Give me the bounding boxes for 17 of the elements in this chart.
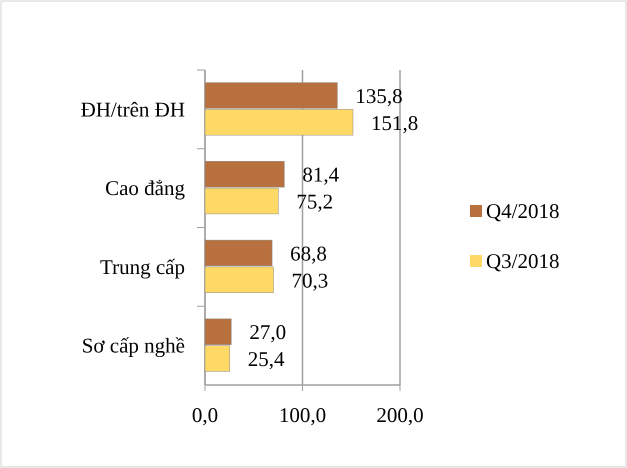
y-tick-label: Trung cấp <box>100 254 185 279</box>
data-label: 25,4 <box>248 347 286 372</box>
data-label: 68,8 <box>290 241 327 266</box>
data-label: 151,8 <box>371 110 418 135</box>
x-tick-label: 0,0 <box>192 403 218 427</box>
data-label: 81,4 <box>302 162 340 187</box>
data-label: 70,3 <box>292 268 328 292</box>
data-label: 135,8 <box>355 84 403 108</box>
x-tick-label: 200,0 <box>376 403 424 427</box>
y-tick-label: Cao đẳng <box>105 176 186 200</box>
y-tick-label: ĐH/trên ĐH <box>80 97 185 122</box>
y-tick-label: Sơ cấp nghề <box>82 334 185 358</box>
legend-label: Q4/2018 <box>486 199 560 223</box>
x-tick-label: 100,0 <box>278 403 326 427</box>
data-label: 27,0 <box>249 320 286 344</box>
legend-label: Q3/2018 <box>486 249 560 273</box>
data-label: 75,2 <box>296 190 334 214</box>
